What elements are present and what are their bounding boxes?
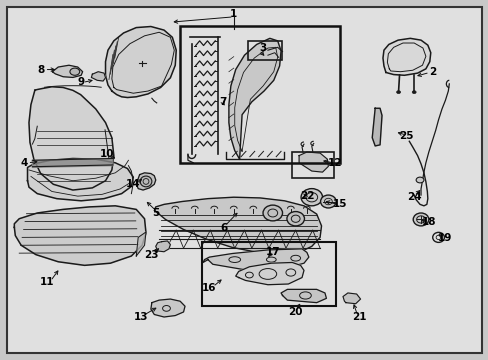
Polygon shape [203,249,308,270]
Polygon shape [154,197,321,255]
Text: 1: 1 [230,9,237,19]
Text: 3: 3 [259,43,266,53]
Polygon shape [382,39,430,75]
Text: 20: 20 [288,307,303,317]
Ellipse shape [320,195,335,208]
Text: 10: 10 [100,149,114,159]
Ellipse shape [70,68,80,75]
Polygon shape [281,289,326,303]
Text: 5: 5 [152,208,159,218]
Text: 12: 12 [327,158,341,168]
Polygon shape [105,27,176,98]
Polygon shape [342,293,360,304]
Text: 9: 9 [78,77,84,87]
Polygon shape [235,262,304,285]
Bar [180,26,339,163]
Polygon shape [27,158,133,201]
Text: 19: 19 [437,233,452,243]
Polygon shape [52,65,82,77]
Text: 15: 15 [332,199,346,210]
Polygon shape [299,152,328,172]
Ellipse shape [140,176,152,187]
Text: 17: 17 [265,247,280,257]
Text: 25: 25 [398,131,413,141]
Ellipse shape [412,213,428,226]
Text: 13: 13 [134,312,148,322]
Polygon shape [228,39,281,159]
Text: 24: 24 [406,192,421,202]
Text: 6: 6 [220,224,227,233]
Polygon shape [14,206,146,265]
Bar [248,41,281,59]
Ellipse shape [415,177,423,183]
Ellipse shape [411,91,415,94]
Polygon shape [136,232,146,256]
Polygon shape [136,173,156,190]
Polygon shape [156,241,170,252]
Text: 14: 14 [126,179,141,189]
Polygon shape [91,72,105,81]
Text: 4: 4 [20,158,28,168]
Text: 21: 21 [351,312,366,322]
Text: 22: 22 [299,191,313,201]
Text: 2: 2 [428,67,436,77]
Text: 11: 11 [40,277,54,287]
Ellipse shape [396,91,400,94]
Polygon shape [29,87,114,190]
Ellipse shape [263,205,282,221]
Polygon shape [151,299,184,317]
Bar [201,242,335,306]
Text: 23: 23 [143,249,158,260]
Ellipse shape [286,212,304,226]
Polygon shape [32,158,113,167]
Bar [292,152,333,178]
Ellipse shape [301,189,322,206]
Text: 8: 8 [37,64,44,75]
Text: 16: 16 [202,283,216,293]
Polygon shape [371,108,381,146]
Text: 7: 7 [219,97,226,107]
Text: 18: 18 [421,217,435,227]
